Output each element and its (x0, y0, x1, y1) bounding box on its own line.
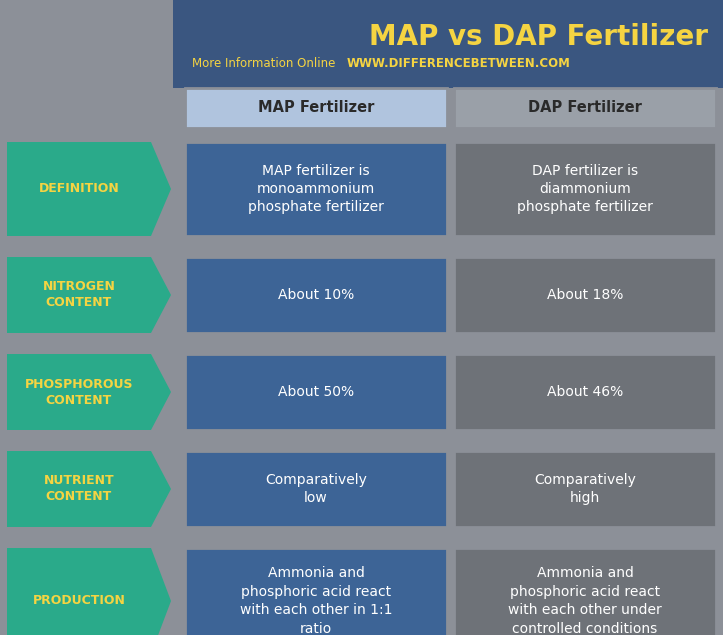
Bar (454, 88, 716, 128)
Text: More Information Online: More Information Online (192, 57, 335, 70)
Text: About 50%: About 50% (278, 385, 354, 399)
Bar (185, 451, 447, 527)
Polygon shape (7, 142, 171, 236)
Text: About 18%: About 18% (547, 288, 623, 302)
Text: Comparatively
low: Comparatively low (265, 473, 367, 505)
Bar (185, 257, 447, 333)
Text: Ammonia and
phosphoric acid react
with each other in 1:1
ratio: Ammonia and phosphoric acid react with e… (240, 566, 393, 635)
Bar (173, 0, 723, 88)
Text: DAP Fertilizer: DAP Fertilizer (528, 100, 642, 116)
Bar (454, 142, 716, 236)
Bar (454, 548, 716, 635)
Text: PRODUCTION: PRODUCTION (33, 594, 125, 608)
Text: MAP vs DAP Fertilizer: MAP vs DAP Fertilizer (369, 23, 708, 51)
Polygon shape (7, 257, 171, 333)
Text: Comparatively
high: Comparatively high (534, 473, 636, 505)
Bar (185, 548, 447, 635)
Text: WWW.DIFFERENCEBETWEEN.COM: WWW.DIFFERENCEBETWEEN.COM (346, 57, 570, 70)
Text: Ammonia and
phosphoric acid react
with each other under
controlled conditions: Ammonia and phosphoric acid react with e… (508, 566, 662, 635)
Bar (185, 88, 447, 128)
Bar (185, 142, 447, 236)
Text: About 46%: About 46% (547, 385, 623, 399)
Bar (185, 354, 447, 430)
Polygon shape (7, 451, 171, 527)
Text: MAP Fertilizer: MAP Fertilizer (258, 100, 375, 116)
Polygon shape (7, 354, 171, 430)
Text: About 10%: About 10% (278, 288, 354, 302)
Bar (454, 354, 716, 430)
Bar (454, 451, 716, 527)
Bar (454, 257, 716, 333)
Text: MAP fertilizer is
monoammonium
phosphate fertilizer: MAP fertilizer is monoammonium phosphate… (248, 164, 384, 215)
Text: DAP fertilizer is
diammonium
phosphate fertilizer: DAP fertilizer is diammonium phosphate f… (517, 164, 653, 215)
Polygon shape (7, 548, 171, 635)
Text: NITROGEN
CONTENT: NITROGEN CONTENT (43, 281, 116, 309)
Text: PHOSPHOROUS
CONTENT: PHOSPHOROUS CONTENT (25, 377, 133, 406)
Text: NUTRIENT
CONTENT: NUTRIENT CONTENT (43, 474, 114, 504)
Text: DEFINITION: DEFINITION (38, 182, 119, 196)
